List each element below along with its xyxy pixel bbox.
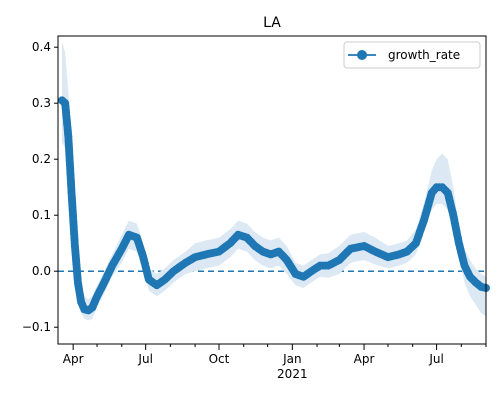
legend-label: growth_rate [388, 48, 460, 62]
y-tick-label: 0.0 [32, 264, 51, 278]
x-tick-label: Jan [282, 352, 302, 366]
plot-frame [57, 35, 487, 345]
confidence-band [62, 41, 486, 321]
legend-marker [357, 50, 367, 60]
series-line-growth_rate [61, 99, 487, 312]
legend: growth_rate [343, 41, 481, 69]
y-tick-label: −0.1 [22, 320, 51, 334]
chart-title: LA [263, 15, 281, 31]
x-tick-label: Jul [428, 352, 443, 366]
x-tick-label: Apr [354, 352, 375, 366]
x-tick-label: Jul [137, 352, 152, 366]
x-year-label: 2021 [277, 367, 308, 381]
y-tick-label: 0.1 [32, 208, 51, 222]
legend-box [343, 41, 481, 69]
x-tick-label: Apr [63, 352, 84, 366]
y-tick-label: 0.4 [32, 40, 51, 54]
y-tick-label: 0.3 [32, 96, 51, 110]
y-tick-label: 0.2 [32, 152, 51, 166]
x-tick-label: Oct [209, 352, 230, 366]
